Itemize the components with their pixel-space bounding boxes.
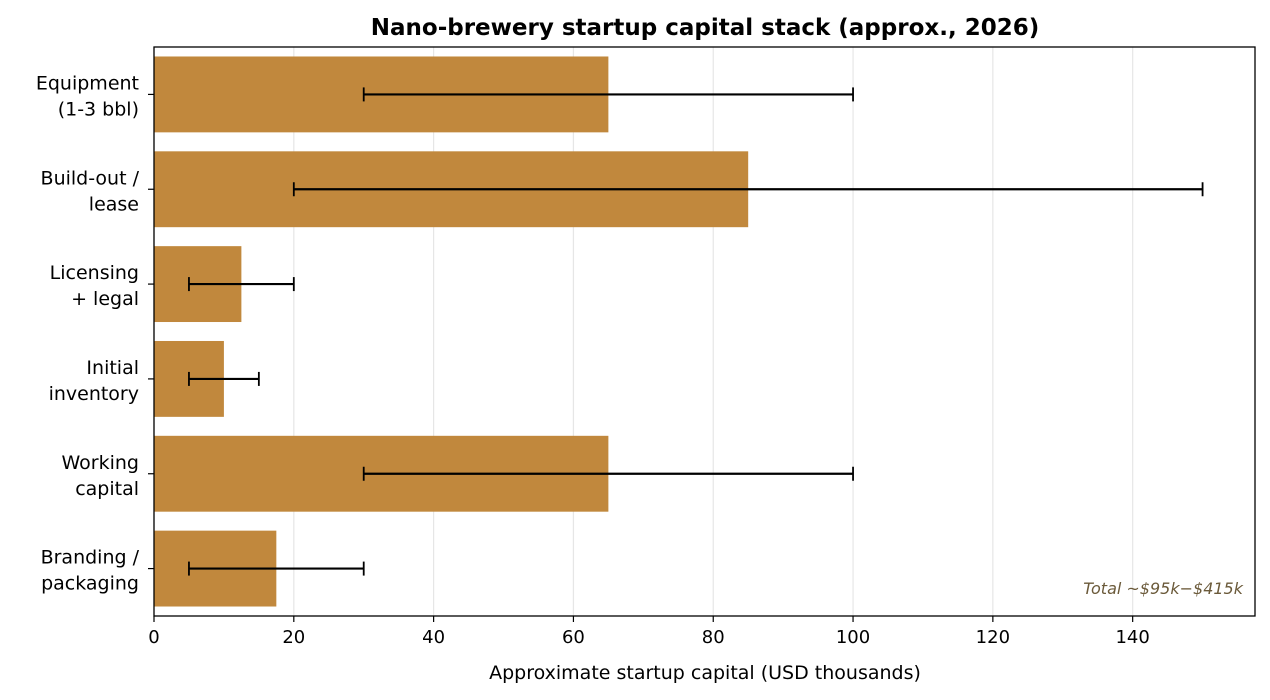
bars-layer [154,56,749,607]
plot-frame [153,46,1256,617]
x-axis-label: Approximate startup capital (USD thousan… [489,662,921,684]
x-tick-label: 140 [1115,627,1149,648]
y-axis: Equipment (1-3 bbl) Build-out / lease Licens… [36,72,154,595]
x-tick-label: 80 [702,627,725,648]
x-tick-label: 20 [282,627,305,648]
y-tick-label: Initial inventory [49,357,139,405]
x-axis: 0 20 40 60 80 100 120 140 [148,616,1150,648]
x-tick-label: 120 [976,627,1010,648]
total-annotation: Total ~$95k−$415k [1083,579,1244,598]
grid-layer [153,47,1134,616]
x-tick-label: 100 [836,627,870,648]
y-tick-label: Working capital [62,452,140,500]
y-tick-label: Licensing + legal [50,262,139,310]
chart-title: Nano-brewery startup capital stack (appr… [371,15,1039,41]
error-bars-layer [188,87,1204,576]
y-tick-label: Equipment (1-3 bbl) [36,72,139,120]
y-tick-label: Branding / packaging [41,547,140,595]
x-tick-label: 60 [562,627,585,648]
x-tick-label: 0 [148,627,159,648]
x-tick-label: 40 [422,627,445,648]
y-tick-label: Build-out / lease [41,167,140,215]
